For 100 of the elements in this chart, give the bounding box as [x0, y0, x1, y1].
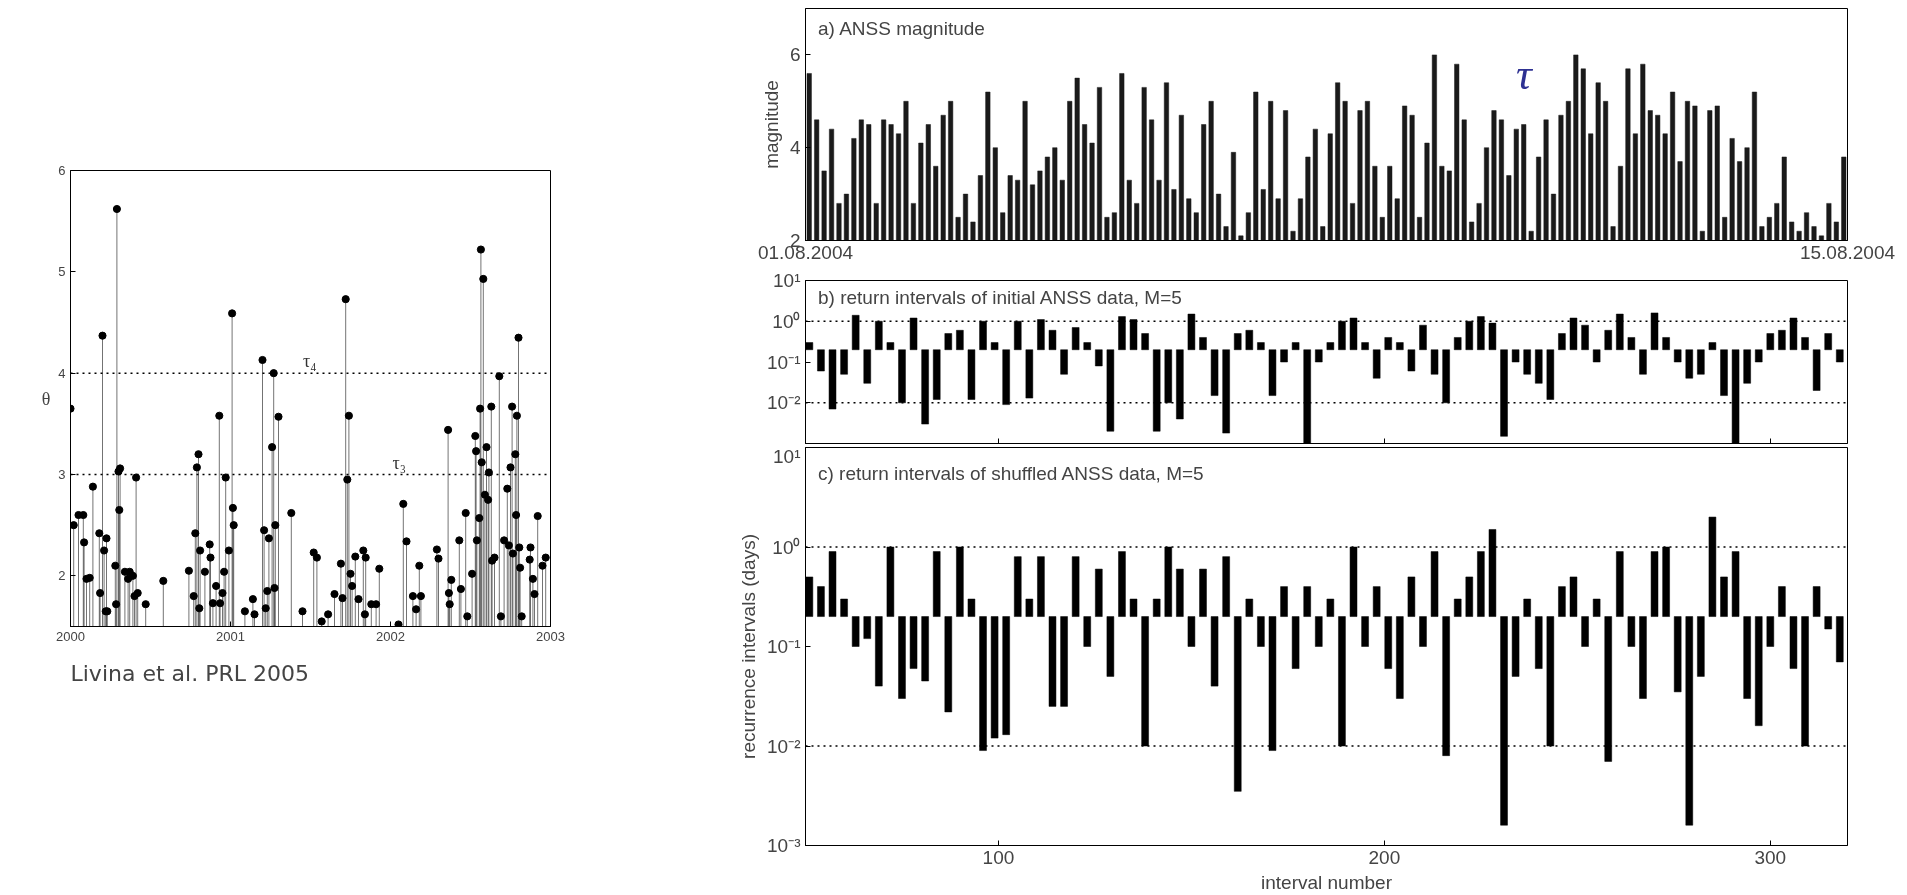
bar: [1778, 330, 1786, 350]
x-tick-label: 200: [1368, 846, 1401, 868]
bar: [1836, 616, 1844, 663]
bar: [1361, 342, 1369, 350]
bar: [944, 616, 953, 713]
bar: [1430, 551, 1439, 617]
bar: [921, 616, 929, 682]
bar: [1199, 337, 1207, 350]
bar: [1639, 616, 1647, 699]
bar: [1037, 556, 1045, 617]
bar: [875, 616, 883, 687]
bar: [956, 330, 964, 350]
bar: [1511, 616, 1520, 677]
bar: [863, 349, 871, 384]
bar: [1002, 616, 1010, 735]
bar: [1697, 616, 1705, 677]
bar: [932, 551, 941, 617]
bar: [990, 342, 999, 350]
bar: [1118, 551, 1126, 617]
bar: [1315, 349, 1323, 363]
bar: [1245, 598, 1254, 617]
bar: [1523, 598, 1531, 617]
bar: [1558, 586, 1566, 617]
bar: [1025, 598, 1034, 617]
bar: [932, 349, 941, 400]
bar: [1662, 337, 1670, 350]
bar: [1453, 337, 1462, 350]
bar: [828, 551, 837, 617]
chart-title: b) return intervals of initial ANSS data, M=5: [818, 287, 1182, 309]
x-tick-label: 2001: [216, 628, 245, 644]
bar: [1025, 349, 1034, 399]
bar: [1210, 349, 1219, 396]
x-tick-label: 15.08.2004: [1799, 241, 1896, 263]
bar: [1812, 349, 1821, 391]
bar: [1708, 342, 1717, 350]
bar: [1141, 333, 1149, 350]
y-tick-label: 10⁻²: [767, 392, 801, 414]
x-tick-label: 100: [982, 846, 1015, 868]
bar: [1685, 349, 1693, 379]
bar: [1650, 551, 1659, 617]
bar: [1326, 342, 1335, 350]
y-tick-label: 6: [789, 44, 801, 66]
bar: [1627, 337, 1636, 350]
bar: [1778, 586, 1786, 617]
bar: [1801, 337, 1809, 350]
text: c) return intervals of shuffled ANSS data, M=5: [818, 463, 1204, 485]
x-tick-label: 2003: [536, 628, 565, 644]
bar: [1315, 616, 1323, 647]
bar: [1396, 616, 1404, 699]
bar: [1569, 576, 1578, 617]
bar: [1396, 342, 1404, 350]
y-tick-label: 10¹: [773, 445, 801, 467]
bar: [1766, 616, 1775, 647]
x-tick-label: 300: [1754, 846, 1787, 868]
bar: [1257, 616, 1265, 647]
bar: [1535, 616, 1543, 669]
bar: [1546, 349, 1555, 400]
annotation: τ₄: [302, 351, 317, 372]
bar: [1720, 349, 1728, 396]
bar: [944, 333, 953, 350]
y-tick-label: 2: [58, 568, 66, 584]
bar: [1083, 342, 1091, 350]
text: a) ANSS magnitude: [818, 17, 985, 39]
bar: [1558, 333, 1566, 350]
bar: [990, 616, 999, 739]
bar: [1095, 349, 1103, 367]
bar: [840, 349, 848, 375]
bar: [1581, 324, 1589, 350]
bar: [1280, 349, 1288, 363]
bar: [1222, 556, 1230, 617]
bar: [1407, 349, 1416, 372]
bar: [1755, 349, 1763, 363]
bar: [1673, 349, 1682, 363]
bar: [1592, 349, 1601, 363]
bar: [1604, 330, 1612, 350]
bar: [1372, 586, 1381, 617]
y-axis-title: θ: [41, 388, 51, 409]
y-tick-label: 3: [58, 467, 66, 482]
bar: [851, 616, 860, 647]
bar: [1627, 616, 1636, 647]
bar: [1511, 349, 1520, 363]
bar: [1071, 556, 1080, 617]
y-axis-title: recurrence intervals (days): [738, 534, 760, 759]
bar: [1234, 333, 1242, 350]
bar: [1291, 616, 1300, 669]
bar: [1071, 327, 1080, 350]
bar: [1789, 616, 1798, 669]
bar: [1477, 551, 1485, 617]
bar: [1581, 616, 1589, 647]
y-tick-label: 10⁻²: [767, 735, 801, 757]
bar: [1048, 330, 1057, 350]
bar: [898, 616, 906, 699]
bar: [1199, 568, 1207, 617]
bar: [1836, 349, 1844, 363]
bar: [840, 598, 848, 617]
annotation: τ₃: [392, 452, 407, 473]
bar: [1673, 616, 1682, 693]
bar: [1384, 337, 1392, 350]
bar: [1592, 598, 1601, 617]
bar: [1268, 349, 1277, 396]
